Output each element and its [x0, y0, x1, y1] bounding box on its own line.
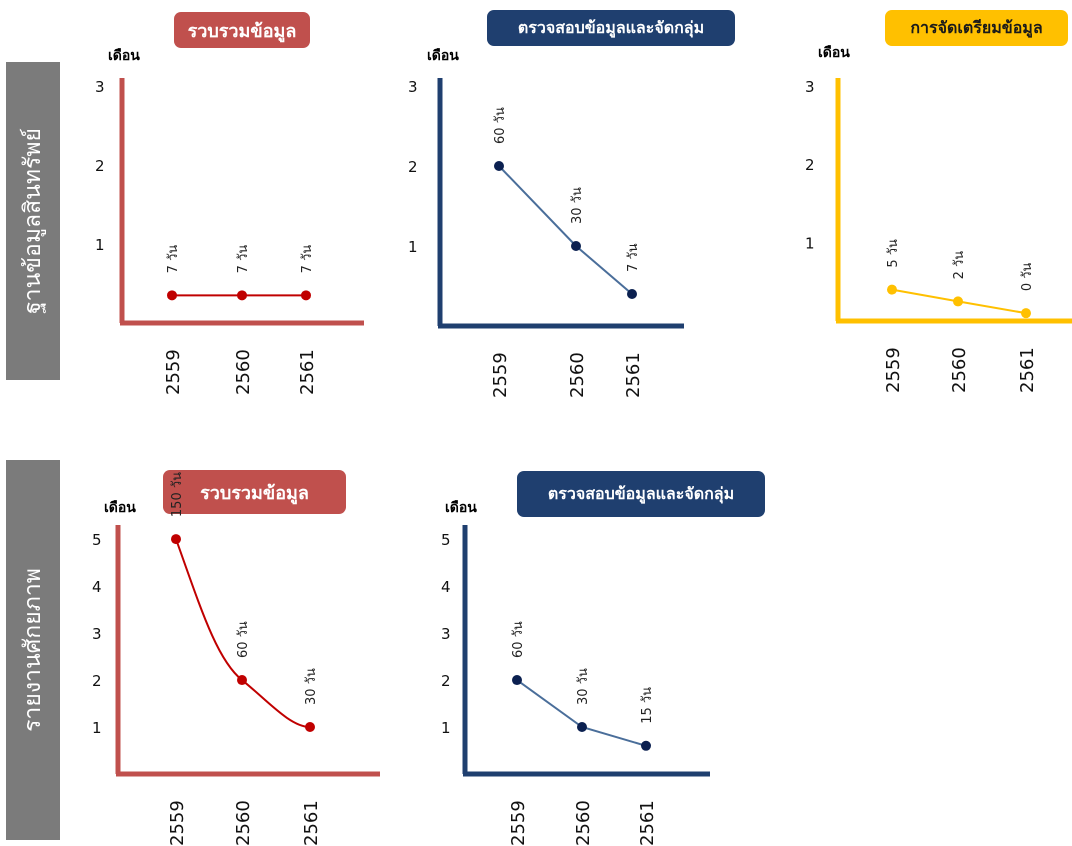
y-axis-label: เดือน	[818, 45, 850, 61]
point-label: 2 วัน	[952, 251, 967, 280]
x-tick-label: 2561	[623, 352, 644, 398]
point-label: 15 วัน	[640, 687, 655, 724]
section-label-capability-report: รายงานศักยภาพ	[6, 460, 60, 840]
point-label: 30 วัน	[570, 187, 585, 224]
point-label: 7 วัน	[300, 245, 315, 274]
point-label: 60 วัน	[511, 621, 526, 658]
chart-title-badge: รวบรวมข้อมูล	[174, 12, 310, 48]
y-tick-label: 2	[95, 157, 105, 175]
data-point	[171, 534, 181, 545]
point-label: 7 วัน	[236, 245, 251, 274]
y-tick-label: 3	[805, 78, 815, 96]
x-tick-label: 2560	[233, 800, 254, 846]
y-tick-label: 3	[408, 78, 418, 96]
data-point	[641, 740, 651, 751]
y-tick-label: 4	[441, 578, 451, 596]
y-axis-label: เดือน	[108, 48, 140, 64]
section-label-asset-database: ฐานข้อมูลสินทรัพย์	[6, 62, 60, 380]
x-tick-label: 2561	[297, 349, 318, 395]
point-label: 7 วัน	[626, 243, 641, 272]
y-tick-label: 4	[92, 578, 102, 596]
data-point	[953, 296, 963, 307]
point-label: 60 วัน	[236, 621, 251, 658]
y-tick-label: 2	[441, 672, 451, 690]
y-tick-label: 2	[805, 156, 815, 174]
chart-title-badge: การจัดเตรียมข้อมูล	[885, 10, 1068, 46]
x-tick-label: 2560	[233, 349, 254, 395]
y-axis-label: เดือน	[104, 500, 136, 516]
y-tick-label: 3	[92, 625, 102, 643]
x-tick-label: 2560	[567, 352, 588, 398]
y-tick-label: 3	[441, 625, 451, 643]
y-tick-label: 1	[408, 238, 418, 256]
y-tick-label: 5	[441, 531, 451, 549]
data-point	[577, 722, 587, 733]
x-tick-label: 2559	[490, 352, 511, 398]
y-tick-label: 1	[95, 236, 105, 254]
y-tick-label: 1	[92, 719, 102, 737]
x-tick-label: 2559	[508, 800, 529, 846]
point-label: 7 วัน	[166, 245, 181, 274]
x-tick-label: 2559	[167, 800, 188, 846]
x-tick-label: 2560	[949, 347, 970, 393]
data-point	[627, 289, 637, 299]
data-point	[494, 161, 504, 171]
y-tick-label: 1	[805, 235, 815, 253]
y-tick-label: 3	[95, 78, 105, 96]
point-label: 60 วัน	[493, 107, 508, 144]
data-point	[1021, 308, 1031, 319]
y-tick-label: 1	[441, 719, 451, 737]
data-point	[237, 675, 247, 686]
x-tick-label: 2559	[163, 349, 184, 395]
data-point	[301, 290, 311, 301]
chart-title-badge: รวบรวมข้อมูล	[163, 470, 346, 514]
series-line	[498, 165, 633, 295]
point-label: 30 วัน	[576, 668, 591, 705]
data-point	[237, 290, 247, 301]
y-tick-label: 2	[408, 158, 418, 176]
y-axis-label: เดือน	[445, 500, 477, 516]
data-point	[571, 241, 581, 251]
chart-title-badge: ตรวจสอบข้อมูลและจัดกลุ่ม	[487, 10, 735, 46]
data-point	[887, 284, 897, 295]
x-tick-label: 2561	[301, 800, 322, 846]
y-axis-label: เดือน	[427, 48, 459, 64]
point-label: 0 วัน	[1020, 262, 1035, 291]
data-point	[512, 675, 522, 686]
data-point	[167, 290, 177, 301]
x-tick-label: 2559	[883, 347, 904, 393]
data-point	[305, 722, 315, 733]
point-label: 150 วัน	[170, 472, 185, 517]
chart-title-badge: ตรวจสอบข้อมูลและจัดกลุ่ม	[517, 471, 765, 517]
point-label: 5 วัน	[886, 239, 901, 268]
x-tick-label: 2560	[573, 800, 594, 846]
x-tick-label: 2561	[637, 800, 658, 846]
point-label: 30 วัน	[304, 668, 319, 705]
y-tick-label: 2	[92, 672, 102, 690]
x-tick-label: 2561	[1017, 347, 1038, 393]
y-tick-label: 5	[92, 531, 102, 549]
